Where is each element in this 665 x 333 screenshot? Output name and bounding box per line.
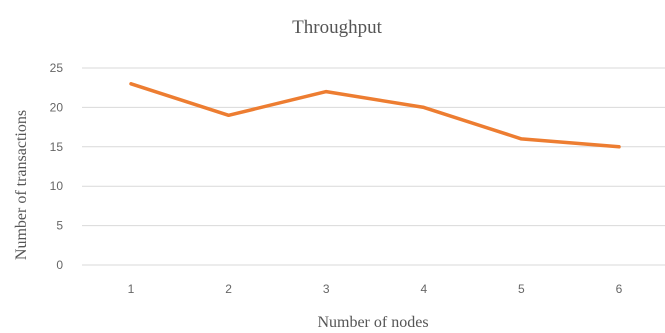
x-tick-label: 4: [420, 282, 427, 296]
y-tick-label: 25: [50, 61, 64, 75]
series-group: [129, 82, 621, 149]
x-axis-label: Number of nodes: [317, 314, 428, 331]
y-tick-label: 0: [56, 258, 63, 272]
chart-title: Throughput: [292, 17, 382, 38]
series-line: [129, 82, 621, 149]
y-tick-label: 20: [50, 100, 64, 114]
data-point: [129, 82, 133, 86]
data-point: [617, 145, 621, 149]
x-axis-ticks: 1 2 3 4 5 6: [128, 282, 623, 296]
data-point: [227, 113, 231, 117]
data-point: [519, 137, 523, 141]
x-tick-label: 3: [323, 282, 330, 296]
data-point: [324, 90, 328, 94]
x-tick-label: 6: [616, 282, 623, 296]
y-tick-label: 5: [56, 219, 63, 233]
x-tick-label: 2: [225, 282, 232, 296]
y-axis-ticks: 0 5 10 15 20 25: [50, 61, 64, 272]
x-tick-label: 5: [518, 282, 525, 296]
grid-lines: [82, 67, 665, 266]
data-point: [422, 105, 426, 109]
y-tick-label: 10: [50, 179, 64, 193]
y-tick-label: 15: [50, 140, 64, 154]
y-axis-label: Number of transactions: [13, 110, 30, 260]
x-tick-label: 1: [128, 282, 135, 296]
